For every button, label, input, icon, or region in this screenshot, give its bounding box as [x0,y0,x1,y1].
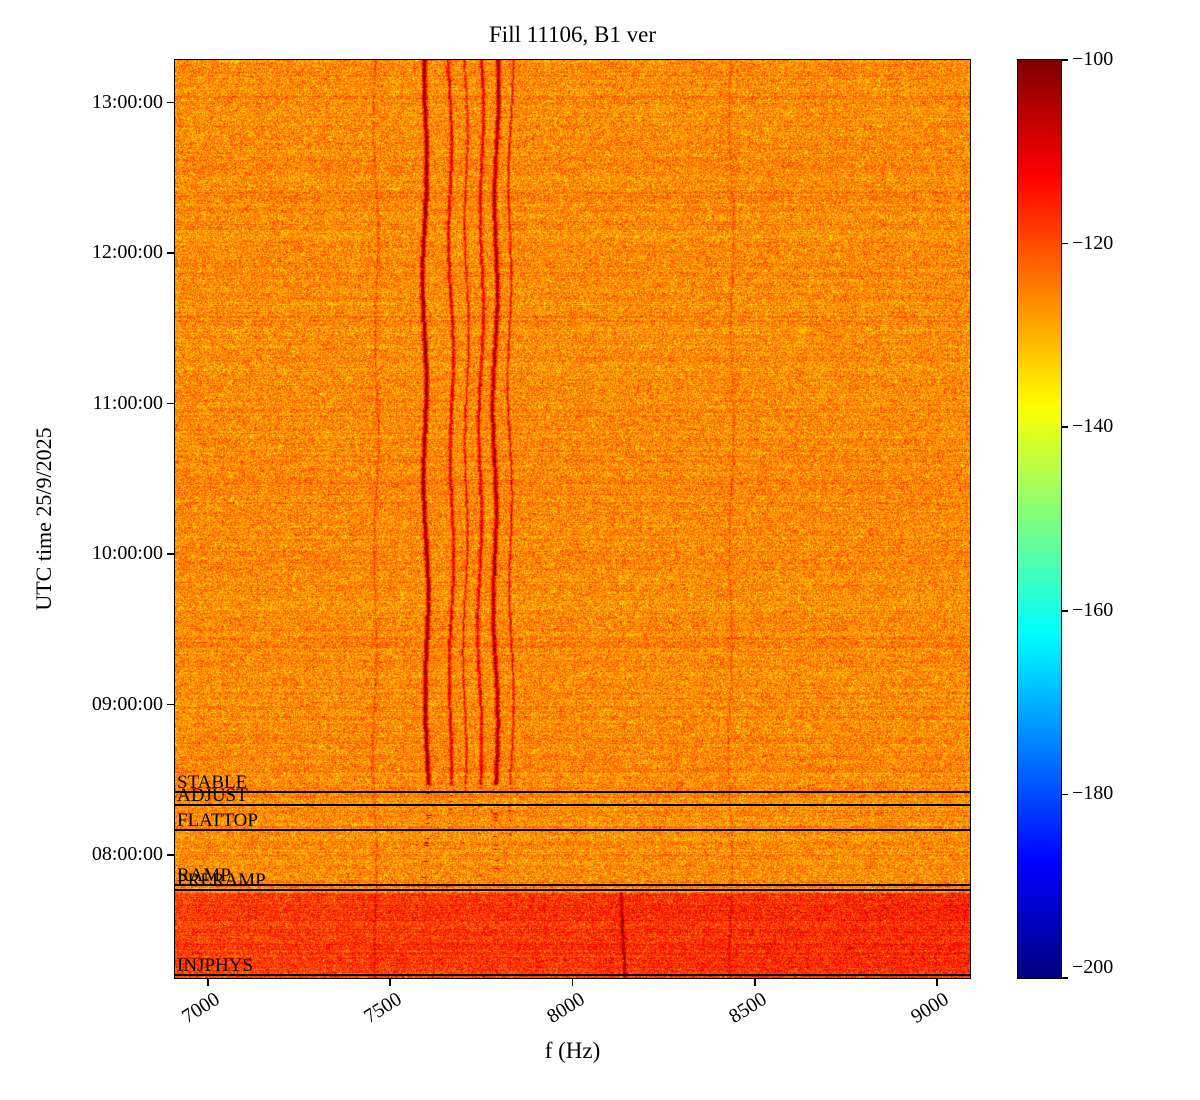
colorbar-tickmark [1061,242,1068,245]
y-tick-label: 10:00:00 [91,542,163,565]
y-tick-label: 08:00:00 [91,843,163,866]
colorbar-tick-label: −160 [1072,598,1114,621]
y-tickmark [167,703,175,706]
colorbar-tickmark [1061,426,1068,429]
y-tickmark [167,402,175,405]
colorbar-tick-label: −180 [1072,782,1114,805]
colorbar-tickmark [1061,610,1068,612]
y-tick-label: 13:00:00 [91,90,163,113]
x-tickmark [207,978,209,986]
colorbar-tick-label: −200 [1072,956,1114,978]
x-tick-label: 8500 [724,988,771,1028]
y-tick-label: 09:00:00 [91,692,163,715]
y-tick-label: 12:00:00 [91,241,163,264]
y-tickmark [167,854,175,856]
y-tick-label: 11:00:00 [92,391,163,414]
x-tickmark [754,978,756,986]
colorbar-tick-label: −140 [1072,415,1114,438]
x-tickmark [389,978,391,986]
chart-title: Fill 11106, B1 ver [489,22,656,47]
x-tick-label: 8000 [542,988,589,1028]
x-tick-label: 7500 [360,988,406,1028]
x-tickmark [571,978,574,986]
x-tick-label: 9000 [907,988,953,1028]
y-tickmark [167,252,175,254]
colorbar-gradient [1018,60,1061,978]
colorbar-tickmark [1061,977,1068,979]
y-tickmark [167,101,175,104]
x-tickmark [936,978,939,986]
y-tickmark [167,553,175,555]
spectrogram-heatmap [175,60,970,978]
y-axis-label: UTC time 25/9/2025 [31,427,56,611]
colorbar-tick-label: −120 [1072,231,1114,254]
colorbar-tickmark [1061,793,1068,796]
colorbar-tickmark [1061,59,1068,61]
x-axis-label: f (Hz) [544,1038,601,1063]
x-tick-label: 7000 [177,988,224,1028]
colorbar-tick-label: −100 [1072,48,1114,70]
